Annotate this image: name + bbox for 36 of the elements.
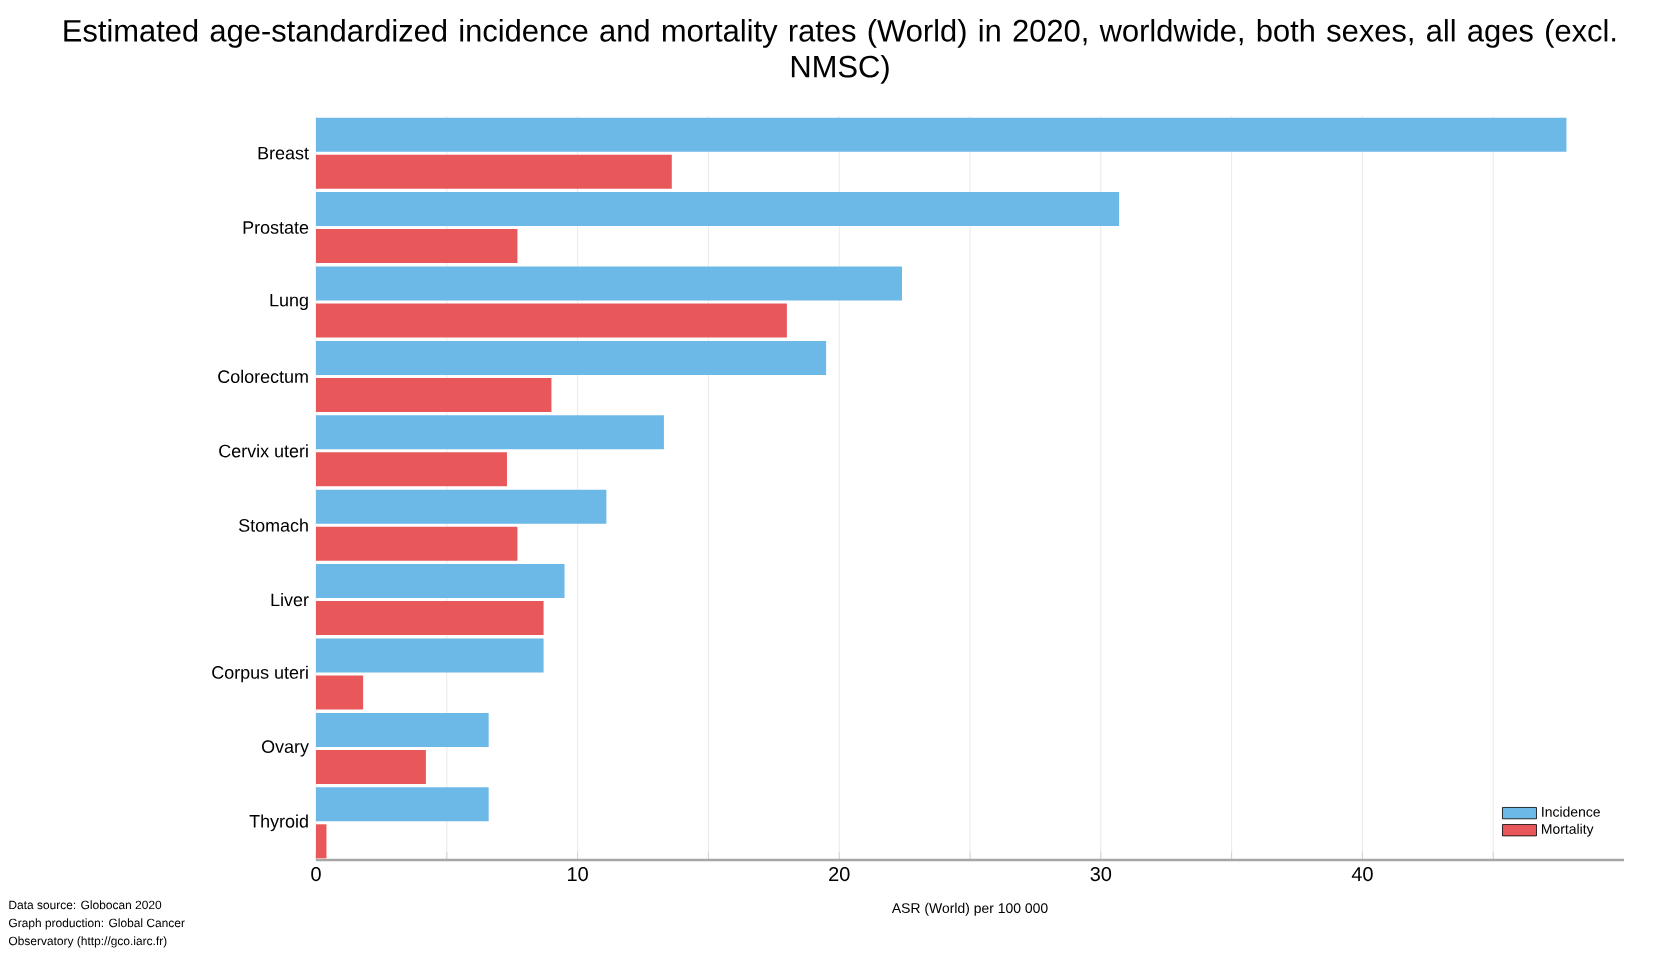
- bar: [316, 824, 327, 859]
- y-tick-label: Colorectum: [218, 369, 308, 383]
- x-tick-label: 10: [568, 867, 588, 882]
- x-tick-label: 30: [1090, 867, 1112, 882]
- bar: [316, 192, 1120, 227]
- bar: [316, 489, 607, 524]
- y-tick-label: Ovary: [261, 740, 309, 757]
- y-tick-label: Breast: [258, 146, 309, 160]
- y-tick-label: Lung: [270, 293, 308, 311]
- bar: [316, 117, 1567, 152]
- bar: [316, 154, 672, 189]
- bar: [316, 526, 518, 561]
- x-tick-label: 0: [311, 867, 321, 882]
- bar: [316, 712, 489, 747]
- bar: [316, 229, 518, 264]
- y-tick-label: Cervix uteri: [219, 444, 308, 458]
- x-tick-label: 40: [1351, 867, 1373, 882]
- bar: [316, 377, 552, 412]
- y-tick-label: Thyroid: [249, 814, 308, 832]
- bar: [316, 564, 565, 599]
- y-tick-label: Corpus uteri: [212, 665, 308, 683]
- bar: [316, 266, 902, 301]
- bar: [316, 787, 489, 822]
- y-tick-label: Prostate: [243, 221, 309, 234]
- chart-title: Estimated age-standardized incidence and mortality rates (World) in 2020, worldwide, both sexes, all ages (excl. NMSC): [64, 19, 1616, 84]
- x-tick-label: 20: [829, 867, 850, 882]
- bar: [316, 415, 664, 450]
- bar: [316, 340, 827, 375]
- bar: [316, 452, 507, 487]
- y-tick-label: Liver: [271, 593, 309, 607]
- bar: [316, 675, 364, 710]
- bar: [316, 601, 544, 636]
- bar: [316, 638, 544, 673]
- bar: [316, 303, 787, 338]
- bar: [316, 749, 426, 784]
- y-tick-label: Stomach: [239, 518, 308, 532]
